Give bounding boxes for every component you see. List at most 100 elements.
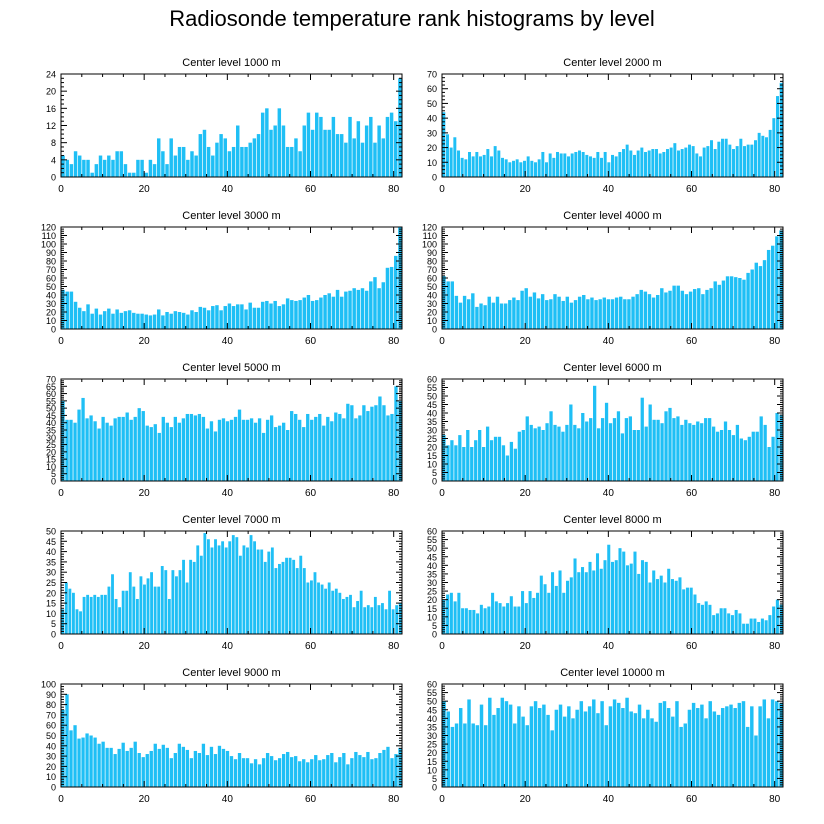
- bar: [137, 753, 141, 787]
- panel-title-9: Center level 10000 m: [560, 667, 665, 679]
- bar: [202, 307, 207, 329]
- bar: [592, 570, 596, 634]
- y-tick-label: 60: [427, 375, 437, 385]
- bar: [493, 146, 497, 177]
- bar: [102, 311, 107, 329]
- x-tick-label: 40: [603, 336, 615, 347]
- bar: [734, 609, 738, 634]
- bar: [394, 255, 398, 329]
- y-tick-label: 4: [51, 155, 56, 165]
- y-tick-label: 30: [427, 128, 437, 138]
- bar: [578, 150, 581, 177]
- bar: [696, 421, 700, 481]
- bar: [693, 594, 697, 634]
- bar: [471, 156, 475, 177]
- bar: [281, 125, 286, 177]
- bar: [302, 297, 307, 329]
- bar: [487, 606, 491, 634]
- bar: [306, 582, 310, 634]
- bar: [177, 312, 182, 329]
- bar: [148, 315, 153, 329]
- bar: [327, 582, 331, 634]
- bar: [652, 570, 656, 634]
- bar: [513, 448, 517, 481]
- bar: [315, 112, 319, 178]
- bar: [644, 426, 648, 481]
- bar: [553, 424, 557, 481]
- bar: [294, 300, 298, 329]
- bar: [772, 118, 776, 177]
- x-tick-label: 40: [222, 794, 234, 805]
- y-tick-label: 100: [41, 240, 56, 250]
- bar: [141, 411, 145, 481]
- bar: [462, 447, 466, 481]
- bar: [117, 748, 121, 787]
- bar: [281, 561, 285, 634]
- bar: [677, 150, 680, 177]
- bar: [286, 430, 290, 481]
- bar: [86, 159, 90, 177]
- bar: [491, 302, 496, 329]
- bar: [167, 598, 171, 634]
- bar: [273, 125, 277, 177]
- bar: [660, 423, 664, 481]
- bar: [754, 140, 757, 177]
- bar: [724, 138, 728, 177]
- bar: [203, 533, 207, 634]
- x-tick-label: 40: [603, 184, 615, 195]
- bar: [233, 759, 238, 787]
- bar: [464, 159, 468, 177]
- bar: [194, 155, 198, 177]
- bar: [298, 151, 302, 177]
- bar: [274, 568, 278, 634]
- bar: [743, 440, 747, 481]
- bar: [643, 291, 648, 329]
- bar: [335, 134, 340, 177]
- bar: [577, 572, 581, 634]
- bar: [479, 303, 483, 329]
- bar: [735, 424, 740, 481]
- y-tick-label: 10: [46, 609, 56, 619]
- bar: [735, 146, 739, 177]
- bar: [161, 315, 165, 329]
- bar: [640, 147, 644, 177]
- bar: [205, 428, 210, 481]
- bar: [513, 723, 517, 787]
- y-tick-label: 45: [427, 705, 437, 715]
- bar: [253, 422, 258, 481]
- bar: [713, 281, 717, 329]
- bar: [102, 159, 107, 177]
- bar: [460, 157, 464, 177]
- y-tick-label: 70: [46, 710, 56, 720]
- bar: [197, 413, 202, 481]
- bar: [625, 144, 629, 177]
- bar: [228, 541, 232, 634]
- bar: [342, 418, 346, 481]
- bar: [339, 296, 344, 329]
- y-tick-label: 0: [432, 325, 437, 335]
- bar: [81, 737, 85, 787]
- y-tick-label: 15: [46, 455, 56, 465]
- bar: [450, 726, 455, 787]
- bar: [651, 297, 656, 329]
- bar: [581, 567, 585, 634]
- bar: [257, 418, 262, 481]
- bar: [666, 149, 669, 177]
- bar: [211, 155, 215, 177]
- bar: [695, 153, 699, 177]
- bar: [500, 697, 505, 787]
- bar: [73, 301, 78, 329]
- bar: [248, 142, 252, 177]
- bar: [479, 156, 482, 177]
- bar: [135, 598, 139, 634]
- bar: [457, 592, 461, 634]
- bar: [618, 151, 622, 177]
- bar: [221, 418, 226, 481]
- bar: [205, 755, 210, 787]
- bar: [299, 555, 303, 634]
- bar: [660, 288, 664, 329]
- bar: [525, 416, 529, 481]
- panel-title-3: Center level 4000 m: [563, 210, 661, 222]
- bar: [373, 277, 377, 329]
- bar: [306, 413, 310, 481]
